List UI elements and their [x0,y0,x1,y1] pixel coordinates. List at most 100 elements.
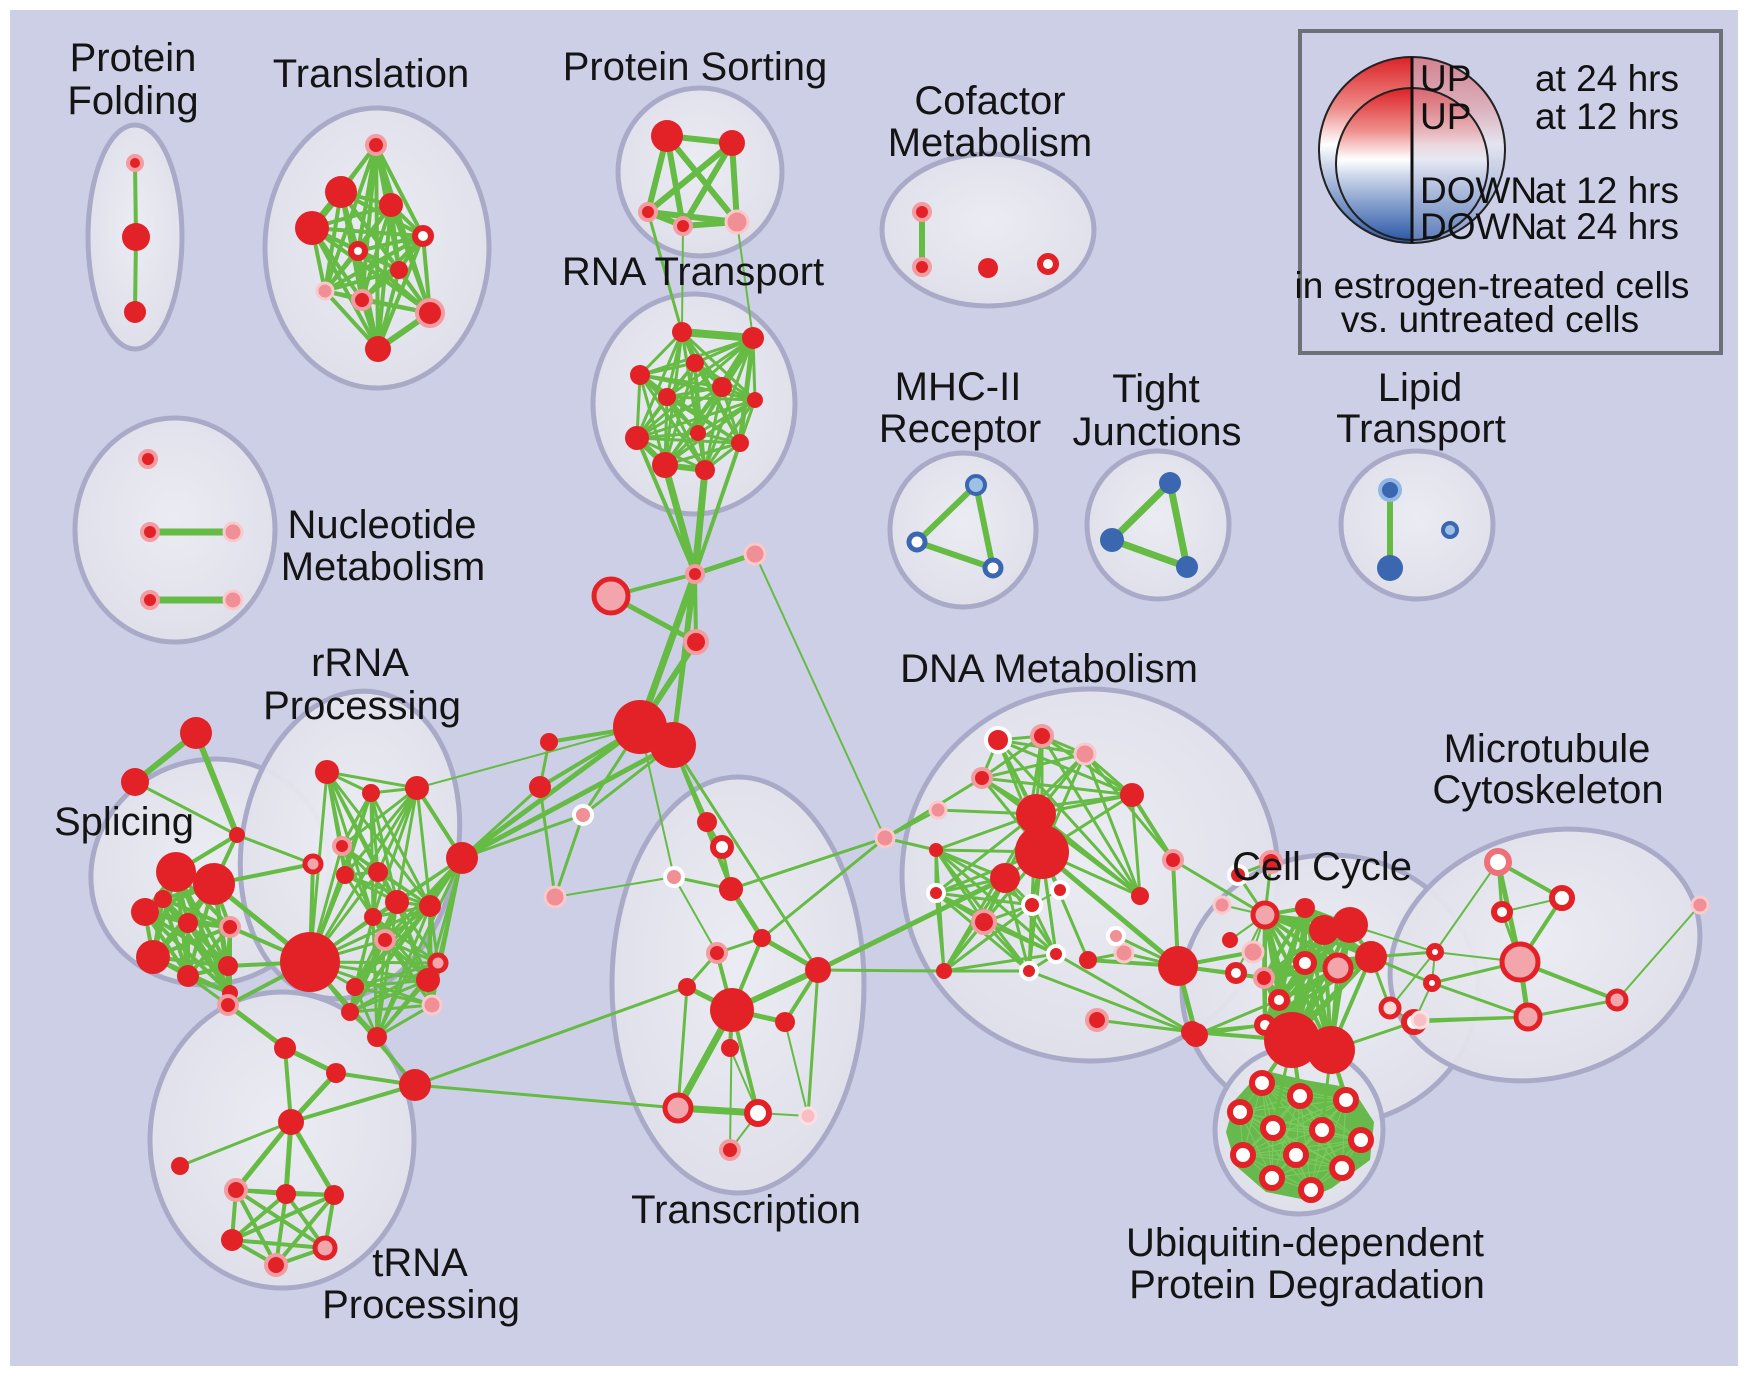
trna-processing-edge [225,1002,288,1051]
legend-direction-label: UP [1420,96,1471,137]
inter-cluster-edge [1412,1015,1530,1024]
transcription-edge [676,985,689,1110]
rrna-processing-edge [376,786,419,874]
trna-processing-label: tRNA [372,1241,468,1285]
translation-node [351,289,373,311]
rna-transport-edge [665,395,757,402]
dna-metabolism-node [1158,946,1198,986]
ubiquitin-degradation-edge [1242,1099,1347,1156]
dna-metabolism-label: DNA Metabolism [900,647,1198,691]
transcription-edge [673,876,718,954]
central-connectors-node [591,576,631,616]
cell-cycle-node [1307,1026,1355,1074]
nucleotide-metabolism-node [222,589,244,611]
microtubule-cytoskeleton-edge [1526,998,1619,1019]
rrna-processing-edge [353,856,464,989]
central-connectors-edge [636,570,699,731]
translation-label: Translation [273,52,469,96]
cell-cycle-node [1332,907,1368,943]
protein-sorting-edge [729,140,740,225]
translation-node [379,193,403,217]
tight-junctions-label: Junctions [1073,410,1242,454]
mhc-ii-receptor-node [906,531,928,553]
ubiquitin-degradation-node [1227,1099,1253,1125]
transcription-edge [806,968,820,1118]
rrna-processing-edge [371,786,419,919]
cofactor-metabolism-label: Cofactor [914,79,1065,123]
tight-junctions-edge [1166,479,1191,571]
splicing-node [154,890,172,908]
inter-cluster-edge [646,210,684,334]
nucleotide-metabolism-node [140,590,160,610]
central-connectors-edge [553,813,585,899]
inter-cluster-edge [754,553,886,839]
cell-cycle-node [1295,898,1315,918]
protein-folding-node [126,154,144,172]
inter-cluster-edge [671,743,820,972]
dna-metabolism-node [990,863,1020,893]
translation-edge [356,234,425,253]
inter-cluster-edge [635,436,697,576]
mhc-ii-receptor-edge [914,539,996,571]
rrna-processing-edge [371,915,440,965]
rrna-processing-label: Processing [263,684,461,728]
mhc-ii-receptor-node [965,474,987,496]
central-connectors-node [543,885,567,909]
dna-metabolism-node [1030,724,1054,748]
transcription-node [753,929,771,947]
transcription-node [805,957,831,983]
inter-cluster-edge [459,724,643,861]
rna-transport-edge [638,373,707,472]
central-connectors-edge [538,785,557,899]
transcription-node [719,877,743,901]
legend-time-label: at 24 hrs [1535,58,1679,99]
rrna-processing-node [280,932,340,992]
trna-processing-node [264,1253,288,1277]
lipid-transport-node [1377,555,1403,581]
dna-metabolism-edge [934,812,1038,895]
dna-metabolism-node [1050,880,1070,900]
rrna-processing-node [336,866,354,884]
rna-transport-node [625,426,649,450]
inter-cluster-edge [736,221,754,339]
rrna-processing-node [364,908,382,926]
trna-processing-node [399,1069,431,1101]
rrna-processing-label: rRNA [311,641,409,685]
legend-direction-label: UP [1420,58,1471,99]
dna-metabolism-edge [980,752,1087,780]
protein-folding-node [122,223,150,251]
cell-cycle-node [1085,1008,1109,1032]
microtubule-cytoskeleton-node [1690,895,1710,915]
rna-transport-node [630,365,650,385]
ubiquitin-degradation-node [1333,1087,1359,1113]
trna-processing-edge [230,1238,327,1250]
rna-transport-edge [635,330,684,440]
microtubule-cytoskeleton-label: Cytoskeleton [1432,768,1663,812]
ubiquitin-degradation-label: Ubiquitin-dependent [1126,1221,1484,1265]
rna-transport-node [658,388,676,406]
splicing-node [180,717,212,749]
dna-metabolism-node [1113,942,1135,964]
ubiquitin-degradation-node [1259,1165,1285,1191]
legend-time-label: at 24 hrs [1535,206,1679,247]
splicing-edge [161,897,232,929]
protein-sorting-edge [645,140,735,215]
ubiquitin-degradation-label: Protein Degradation [1129,1263,1485,1307]
dna-metabolism-edge [942,952,1058,973]
trna-processing-node [217,994,239,1016]
cell-cycle-node [1181,1021,1203,1043]
inter-cluster-edge [1171,858,1267,917]
trna-processing-node [276,1184,296,1204]
trna-processing-node [278,1109,304,1135]
legend-box [1298,29,1723,355]
ubiquitin-degradation-node [1298,1177,1324,1203]
protein-folding-node [124,301,146,323]
tight-junctions-ellipse [1084,448,1232,602]
translation-edge [389,203,432,315]
trna-processing-edge [230,1193,336,1242]
dna-metabolism-node [1120,783,1144,807]
dna-metabolism-node [926,883,946,903]
splicing-edge [161,897,232,995]
microtubule-cytoskeleton-node [1513,1002,1543,1032]
